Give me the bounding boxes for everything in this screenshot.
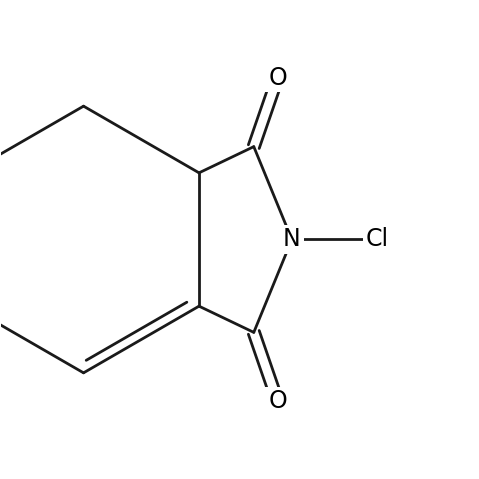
Text: O: O	[268, 389, 287, 413]
Text: N: N	[283, 228, 301, 251]
Text: Cl: Cl	[366, 228, 389, 251]
Text: O: O	[268, 66, 287, 90]
